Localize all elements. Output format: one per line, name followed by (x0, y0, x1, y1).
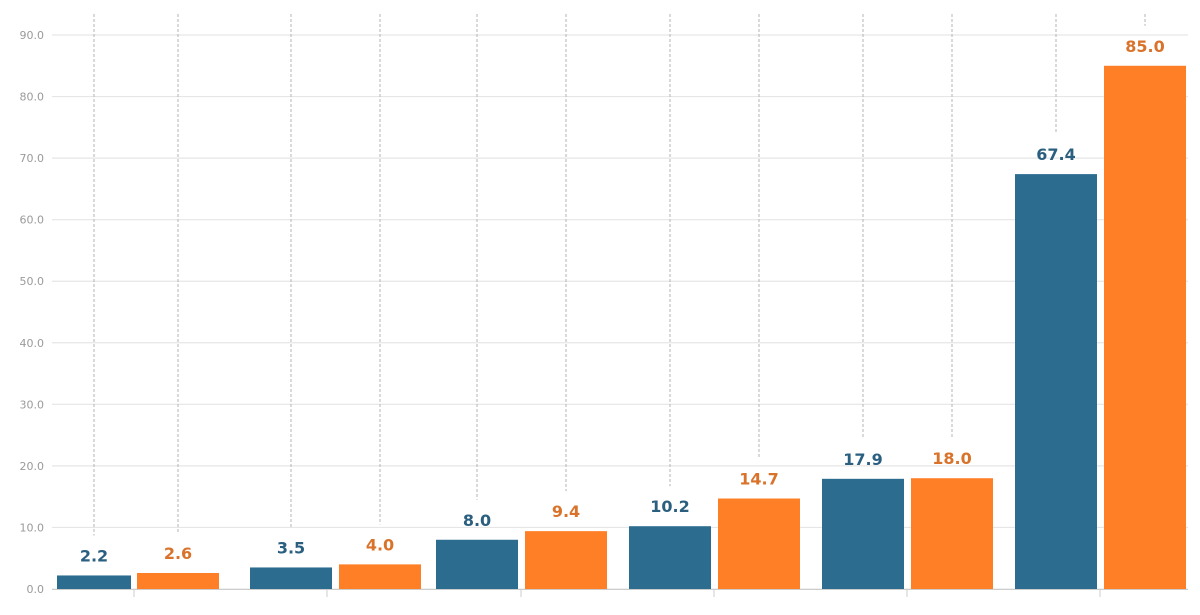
bar (629, 526, 711, 589)
y-tick-label: 70.0 (20, 152, 45, 165)
y-tick-label: 0.0 (27, 583, 45, 596)
y-tick-label: 90.0 (20, 29, 45, 42)
data-label: 4.0 (366, 535, 394, 554)
bars (57, 65, 1186, 590)
value-labels: 2.2 3.5 8.0 10.2 17.9 67.4 2.6 4.0 9.4 14.7 18.0 85… (80, 37, 1165, 566)
data-label: 17.9 (843, 450, 882, 469)
data-label: 9.4 (552, 502, 580, 521)
bar (250, 567, 332, 589)
bar (718, 498, 800, 589)
data-label: 10.2 (650, 497, 689, 516)
y-tick-label: 30.0 (20, 398, 45, 411)
data-label: 67.4 (1036, 145, 1075, 164)
y-tick-label: 40.0 (20, 337, 45, 350)
bar (57, 575, 131, 589)
data-label: 2.6 (164, 544, 192, 563)
bar (1104, 65, 1186, 590)
data-label: 85.0 (1125, 37, 1164, 56)
data-label: 18.0 (932, 449, 971, 468)
data-label: 14.7 (739, 470, 778, 489)
data-label: 8.0 (463, 511, 491, 530)
y-tick-label: 80.0 (20, 91, 45, 104)
label-connectors (93, 14, 1146, 536)
y-axis: 0.0 10.0 20.0 30.0 40.0 50.0 60.0 70.0 80.0 90.0 (20, 29, 45, 596)
data-label: 3.5 (277, 538, 305, 557)
bar (339, 564, 421, 589)
y-tick-label: 60.0 (20, 214, 45, 227)
y-tick-label: 20.0 (20, 460, 45, 473)
bar (911, 478, 993, 589)
gridlines (52, 34, 1188, 597)
bar (1015, 174, 1097, 590)
data-label: 2.2 (80, 546, 108, 565)
bar (137, 572, 219, 589)
y-tick-label: 50.0 (20, 275, 45, 288)
bar (822, 478, 904, 589)
bar (436, 539, 518, 589)
bar (525, 531, 607, 589)
y-tick-label: 10.0 (20, 521, 45, 534)
